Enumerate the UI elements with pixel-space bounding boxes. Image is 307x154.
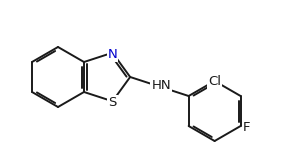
Text: N: N xyxy=(108,48,117,61)
Text: Cl: Cl xyxy=(208,75,221,88)
Text: F: F xyxy=(243,121,250,134)
Text: S: S xyxy=(108,96,117,109)
Text: HN: HN xyxy=(151,79,171,92)
